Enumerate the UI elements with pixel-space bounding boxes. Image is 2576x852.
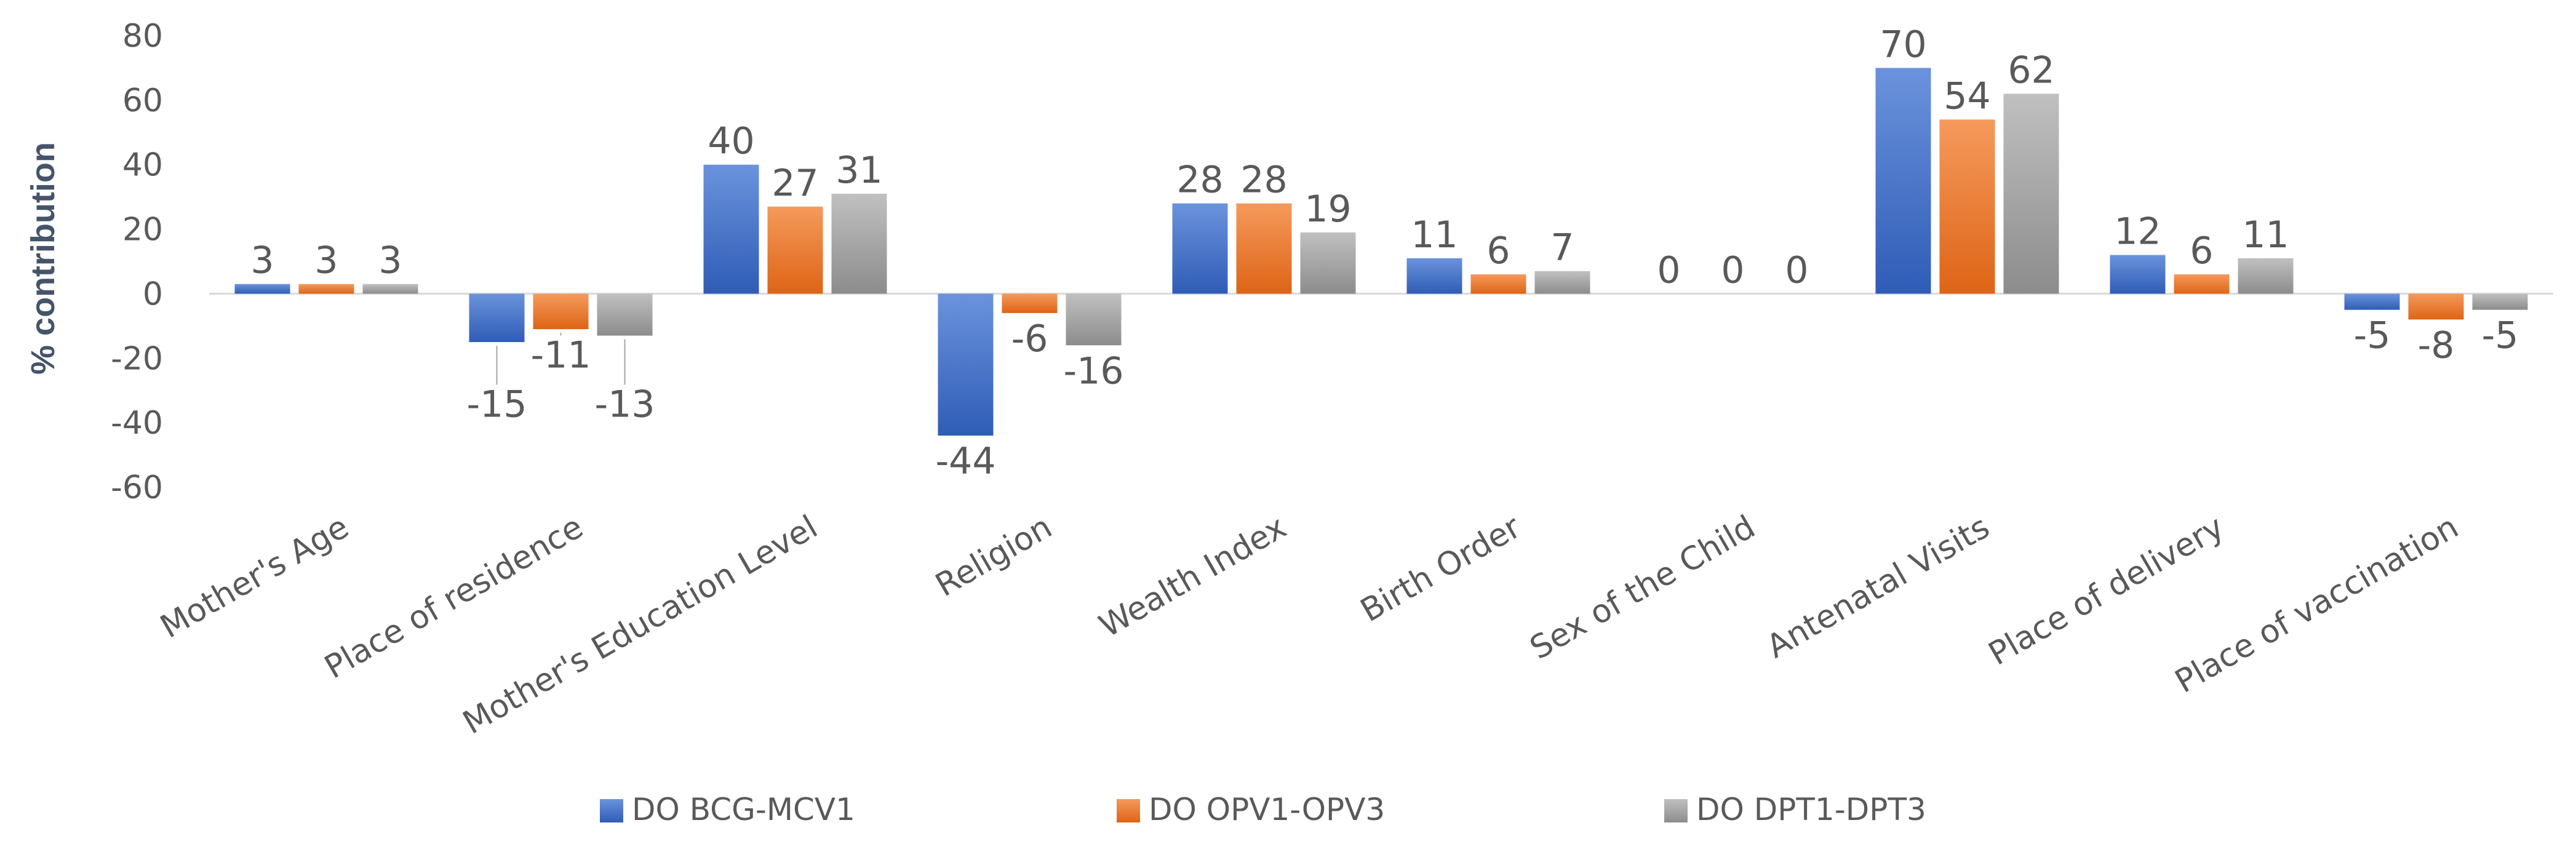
bar-do-dpt1-dpt3 bbox=[1534, 271, 1590, 294]
bar-do-dpt1-dpt3 bbox=[2472, 293, 2528, 310]
data-label: 0 bbox=[1785, 249, 1808, 292]
bar-do-bcg-mcv1 bbox=[1172, 203, 1228, 294]
category-label: Birth Order bbox=[1355, 508, 1528, 629]
data-label: 3 bbox=[314, 239, 338, 282]
data-label: 27 bbox=[772, 162, 818, 205]
bar-do-opv1-opv3 bbox=[767, 206, 823, 294]
bar-do-bcg-mcv1 bbox=[938, 293, 994, 436]
bar-do-opv1-opv3 bbox=[2174, 274, 2230, 294]
data-label: 0 bbox=[1721, 249, 1744, 292]
bar-do-dpt1-dpt3 bbox=[2003, 94, 2059, 294]
y-tick-label: 20 bbox=[122, 212, 163, 249]
data-label: 11 bbox=[2242, 213, 2289, 257]
bar-do-opv1-opv3 bbox=[2408, 293, 2464, 320]
legend-swatch bbox=[1117, 799, 1140, 822]
y-tick-label: 60 bbox=[122, 82, 163, 119]
bar-do-dpt1-dpt3 bbox=[2238, 258, 2294, 294]
data-label: -5 bbox=[2482, 314, 2519, 357]
data-label: -6 bbox=[1011, 317, 1048, 360]
bar-do-bcg-mcv1 bbox=[2344, 293, 2400, 310]
data-label: -5 bbox=[2354, 314, 2391, 357]
data-label: 40 bbox=[708, 120, 754, 163]
category-label: Antenatal Visits bbox=[1761, 509, 1996, 666]
y-tick-label: -20 bbox=[111, 340, 163, 377]
bar-do-dpt1-dpt3 bbox=[1300, 232, 1356, 294]
bar-do-bcg-mcv1 bbox=[1875, 68, 1931, 294]
data-label: 6 bbox=[1486, 229, 1510, 273]
bar-do-dpt1-dpt3 bbox=[1066, 293, 1122, 346]
y-tick-label: 0 bbox=[143, 276, 163, 313]
data-label: -13 bbox=[595, 383, 655, 426]
y-tick-label: -60 bbox=[111, 469, 163, 506]
y-tick-label: 80 bbox=[122, 18, 163, 55]
data-label: -15 bbox=[467, 383, 527, 426]
data-label: 0 bbox=[1657, 249, 1680, 292]
legend: DO BCG-MCV1 DO OPV1-OPV3 DO DPT1-DPT3 bbox=[600, 792, 1926, 827]
bar-do-bcg-mcv1 bbox=[469, 293, 525, 343]
data-label: 28 bbox=[1176, 159, 1223, 202]
legend-swatch bbox=[1664, 799, 1688, 822]
bar-do-bcg-mcv1 bbox=[2110, 255, 2166, 294]
data-label: 62 bbox=[2008, 49, 2054, 92]
category-label: Sex of the Child bbox=[1524, 509, 1761, 667]
bar-do-bcg-mcv1 bbox=[234, 284, 290, 294]
y-axis-ticks: 80 60 40 20 0 -20 -40 -60 bbox=[111, 18, 163, 506]
bar-do-opv1-opv3 bbox=[533, 293, 589, 330]
bar-do-bcg-mcv1 bbox=[1406, 258, 1462, 294]
legend-label: DO DPT1-DPT3 bbox=[1696, 792, 1926, 827]
bars bbox=[234, 68, 2528, 436]
data-label: 3 bbox=[250, 239, 274, 282]
category-label: Wealth Index bbox=[1093, 509, 1293, 645]
y-axis-title: % contribution bbox=[25, 142, 62, 375]
data-label: -11 bbox=[531, 333, 591, 376]
legend-label: DO OPV1-OPV3 bbox=[1149, 792, 1385, 827]
data-label: -8 bbox=[2418, 324, 2455, 367]
bar-do-bcg-mcv1 bbox=[703, 164, 759, 294]
legend-swatch bbox=[600, 799, 623, 822]
leader-lines bbox=[496, 333, 626, 385]
data-label: 31 bbox=[835, 149, 882, 192]
bar-do-dpt1-dpt3 bbox=[362, 284, 418, 294]
data-label: 19 bbox=[1304, 188, 1351, 231]
bar-do-opv1-opv3 bbox=[298, 284, 354, 294]
category-label: Place of delivery bbox=[1982, 509, 2230, 673]
category-label: Religion bbox=[930, 509, 1058, 604]
y-tick-label: -40 bbox=[111, 405, 163, 442]
category-label: Mother's Age bbox=[154, 509, 355, 646]
y-tick-label: 40 bbox=[122, 147, 163, 184]
data-label: -44 bbox=[936, 440, 996, 483]
data-label: 7 bbox=[1550, 226, 1574, 269]
bar-do-dpt1-dpt3 bbox=[831, 193, 887, 294]
bar-do-opv1-opv3 bbox=[1002, 293, 1058, 313]
data-label: 12 bbox=[2114, 210, 2161, 253]
data-label: 28 bbox=[1240, 159, 1287, 202]
data-label: 54 bbox=[1944, 74, 1990, 117]
data-label: 70 bbox=[1880, 23, 1926, 66]
legend-label: DO BCG-MCV1 bbox=[632, 792, 855, 827]
bar-do-opv1-opv3 bbox=[1939, 119, 1995, 294]
data-label: -16 bbox=[1064, 349, 1124, 392]
data-label: 3 bbox=[378, 239, 402, 282]
data-label: 11 bbox=[1411, 213, 1457, 257]
bar-do-opv1-opv3 bbox=[1236, 203, 1292, 294]
data-label: 6 bbox=[2190, 229, 2213, 273]
bar-do-dpt1-dpt3 bbox=[597, 293, 653, 336]
bar-do-opv1-opv3 bbox=[1470, 274, 1526, 294]
